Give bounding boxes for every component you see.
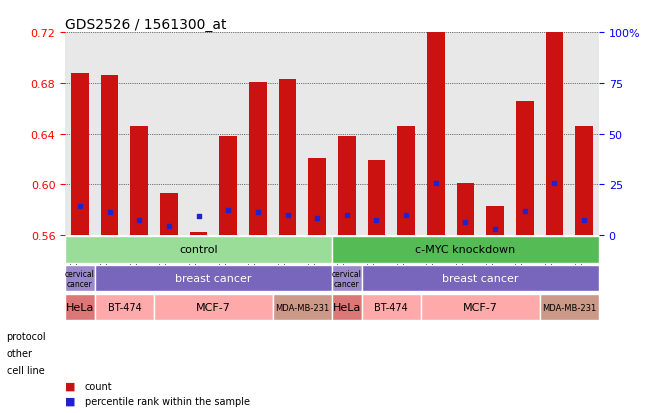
Text: cell line: cell line	[7, 365, 44, 375]
Text: cervical
cancer: cervical cancer	[332, 269, 362, 288]
Point	[579, 217, 589, 223]
Point	[134, 217, 145, 223]
Text: ■: ■	[65, 381, 76, 391]
FancyBboxPatch shape	[95, 295, 154, 321]
FancyBboxPatch shape	[95, 266, 332, 292]
Text: MDA-MB-231: MDA-MB-231	[275, 303, 329, 312]
Point	[401, 212, 411, 218]
Point	[342, 212, 352, 218]
Bar	[309, 158, 326, 235]
Text: HeLa: HeLa	[333, 303, 361, 313]
Bar	[160, 194, 178, 235]
Bar	[279, 80, 296, 235]
Bar	[249, 82, 267, 235]
Bar	[516, 101, 534, 235]
Point	[519, 208, 530, 215]
Text: BT-474: BT-474	[107, 303, 141, 313]
FancyBboxPatch shape	[332, 237, 599, 263]
Bar	[338, 137, 355, 235]
Bar	[130, 127, 148, 235]
FancyBboxPatch shape	[332, 295, 362, 321]
Point	[430, 180, 441, 187]
FancyBboxPatch shape	[65, 266, 95, 292]
Bar	[189, 233, 208, 235]
FancyBboxPatch shape	[332, 266, 362, 292]
Text: c-MYC knockdown: c-MYC knockdown	[415, 245, 516, 255]
FancyBboxPatch shape	[154, 295, 273, 321]
FancyBboxPatch shape	[421, 295, 540, 321]
Text: BT-474: BT-474	[374, 303, 408, 313]
Bar	[486, 206, 504, 235]
Point	[490, 226, 501, 233]
FancyBboxPatch shape	[65, 237, 332, 263]
Point	[75, 203, 85, 210]
Point	[163, 223, 174, 230]
Text: GDS2526 / 1561300_at: GDS2526 / 1561300_at	[65, 18, 227, 32]
Bar	[219, 137, 237, 235]
Text: MCF-7: MCF-7	[196, 303, 231, 313]
Bar	[575, 127, 593, 235]
Point	[253, 209, 263, 216]
Point	[549, 180, 560, 187]
Point	[312, 216, 322, 222]
Point	[104, 209, 115, 216]
FancyBboxPatch shape	[273, 295, 332, 321]
Text: other: other	[7, 348, 33, 358]
Point	[371, 217, 381, 223]
Text: control: control	[179, 245, 218, 255]
Bar	[456, 183, 475, 235]
FancyBboxPatch shape	[65, 295, 95, 321]
Point	[283, 212, 293, 218]
FancyBboxPatch shape	[362, 266, 599, 292]
Text: HeLa: HeLa	[66, 303, 94, 313]
Bar	[397, 127, 415, 235]
Text: cervical
cancer: cervical cancer	[65, 269, 95, 288]
Point	[223, 207, 234, 214]
Text: protocol: protocol	[7, 332, 46, 342]
Bar	[546, 33, 563, 235]
Text: MCF-7: MCF-7	[463, 303, 498, 313]
Text: ■: ■	[65, 396, 76, 406]
FancyBboxPatch shape	[362, 295, 421, 321]
Text: breast cancer: breast cancer	[175, 274, 252, 284]
Bar	[101, 76, 118, 235]
Text: breast cancer: breast cancer	[442, 274, 519, 284]
Text: count: count	[85, 381, 112, 391]
Text: MDA-MB-231: MDA-MB-231	[542, 303, 596, 312]
Bar	[71, 74, 89, 235]
FancyBboxPatch shape	[540, 295, 599, 321]
Point	[460, 219, 471, 226]
Bar	[368, 161, 385, 235]
Point	[193, 213, 204, 220]
Text: percentile rank within the sample: percentile rank within the sample	[85, 396, 249, 406]
Bar	[427, 33, 445, 235]
